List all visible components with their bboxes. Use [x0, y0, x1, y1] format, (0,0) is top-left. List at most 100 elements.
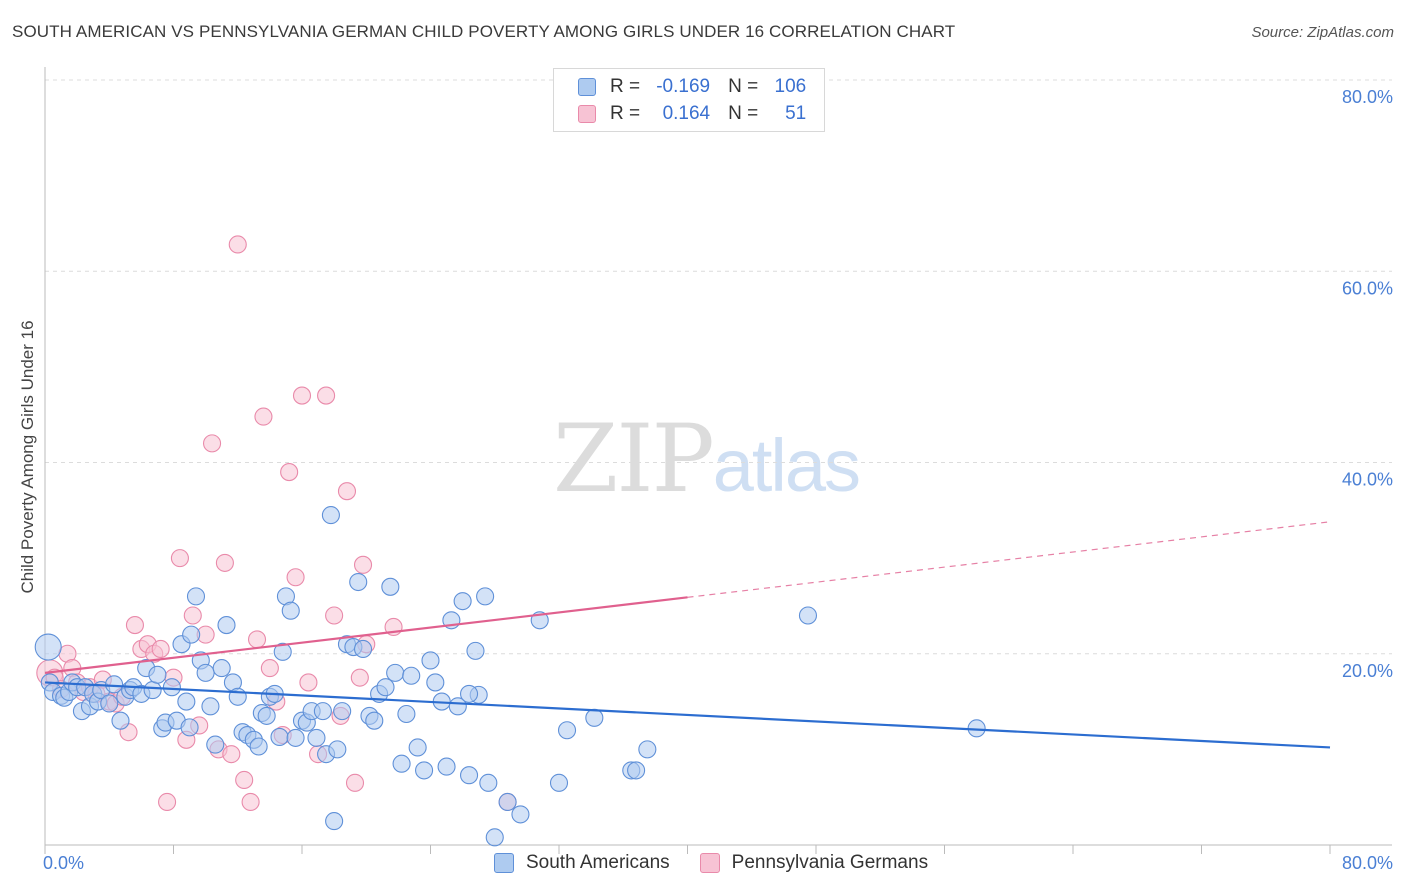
- data-point: [215, 553, 234, 572]
- data-point: [249, 737, 268, 756]
- data-point: [286, 728, 305, 747]
- data-point: [333, 702, 352, 721]
- x-tick-label: 80.0%: [1342, 853, 1393, 873]
- legend-row-south-americans: R = -0.169 N = 106: [578, 74, 806, 100]
- data-point: [183, 606, 202, 625]
- data-point: [397, 704, 416, 724]
- watermark: ZIPatlas: [553, 405, 861, 514]
- series-pennsylvania-germans: [36, 235, 517, 812]
- data-point: [476, 587, 495, 606]
- data-point: [203, 434, 222, 453]
- data-point: [585, 708, 604, 727]
- data-point: [254, 407, 273, 426]
- data-point: [365, 711, 384, 730]
- data-point: [798, 606, 818, 625]
- data-point: [337, 482, 357, 501]
- data-point: [257, 706, 276, 725]
- legend-n-label: N =: [728, 76, 759, 97]
- legend-swatch-pink: [699, 853, 720, 873]
- data-point: [353, 555, 373, 574]
- data-point: [386, 663, 405, 682]
- grid-lines: [45, 79, 1392, 655]
- data-point: [270, 727, 289, 746]
- data-point: [182, 625, 201, 644]
- data-point: [273, 642, 292, 661]
- data-point: [292, 386, 312, 405]
- data-point: [638, 740, 657, 759]
- data-point: [421, 651, 440, 670]
- data-point: [180, 718, 199, 737]
- data-point: [100, 694, 119, 713]
- data-point: [317, 386, 336, 405]
- data-point: [151, 639, 170, 659]
- data-point: [345, 773, 365, 792]
- data-point: [415, 761, 434, 780]
- data-point: [143, 681, 162, 700]
- data-point: [280, 463, 299, 482]
- data-point: [228, 235, 247, 254]
- legend-row-pennsylvania-germans: R = 0.164 N = 51: [578, 101, 806, 127]
- data-point: [549, 773, 569, 792]
- data-point: [281, 601, 300, 620]
- data-point: [286, 568, 305, 587]
- data-point: [392, 754, 411, 773]
- trend-line-south-americans: [44, 681, 1331, 749]
- y-tick-label: 80.0%: [1342, 87, 1393, 107]
- legend-n-value: 106: [774, 76, 807, 97]
- data-point: [466, 641, 485, 660]
- data-point: [376, 678, 395, 697]
- legend-r-value: 0.164: [662, 103, 711, 124]
- data-point: [260, 659, 279, 678]
- data-point: [186, 587, 206, 606]
- legend-swatch-blue: [578, 78, 596, 96]
- legend-r-label: R =: [610, 103, 641, 124]
- data-point: [437, 757, 456, 776]
- data-point: [177, 692, 196, 711]
- watermark-zip: ZIP: [553, 405, 715, 514]
- data-point: [217, 616, 236, 635]
- data-point: [328, 740, 347, 759]
- data-point: [111, 711, 130, 730]
- data-point: [381, 577, 400, 596]
- data-point: [212, 659, 231, 678]
- axes: [44, 67, 1392, 854]
- y-axis-label: Child Poverty Among Girls Under 16: [18, 320, 37, 593]
- data-point: [170, 549, 189, 568]
- x-tick-label: 0.0%: [43, 853, 84, 873]
- data-point: [485, 828, 504, 847]
- data-point: [459, 684, 479, 703]
- correlation-legend: R = -0.169 N = 106 R = 0.164 N = 51: [553, 68, 825, 132]
- data-point: [307, 728, 326, 747]
- series-legend: South Americans Pennsylvania Germans: [494, 852, 958, 874]
- data-point: [148, 665, 167, 684]
- legend-swatch-blue: [494, 853, 514, 873]
- y-tick-label: 40.0%: [1342, 470, 1393, 490]
- data-point: [206, 735, 225, 754]
- data-point: [313, 702, 332, 721]
- data-point: [34, 633, 62, 661]
- data-point: [353, 639, 373, 659]
- legend-r-label: R =: [610, 76, 641, 97]
- trend-lines: [44, 521, 1331, 749]
- data-point: [247, 630, 267, 649]
- data-point: [222, 745, 241, 764]
- data-point: [299, 673, 318, 692]
- legend-item-south-americans[interactable]: South Americans: [494, 852, 670, 874]
- y-tick-label: 60.0%: [1342, 278, 1393, 298]
- data-point: [426, 673, 445, 692]
- data-point: [408, 738, 427, 757]
- data-point: [459, 766, 479, 785]
- legend-n-label: N =: [728, 103, 759, 124]
- data-point: [498, 792, 517, 812]
- chart-title: SOUTH AMERICAN VS PENNSYLVANIA GERMAN CH…: [12, 22, 956, 41]
- data-point: [349, 572, 368, 592]
- data-point: [627, 761, 646, 780]
- legend-r-value: -0.169: [656, 76, 711, 97]
- source-label: Source: ZipAtlas.com: [1251, 24, 1394, 41]
- data-point: [321, 506, 340, 525]
- data-point: [479, 773, 498, 792]
- legend-item-pennsylvania-germans[interactable]: Pennsylvania Germans: [699, 852, 929, 874]
- data-point: [325, 606, 344, 625]
- legend-label: Pennsylvania Germans: [731, 852, 929, 873]
